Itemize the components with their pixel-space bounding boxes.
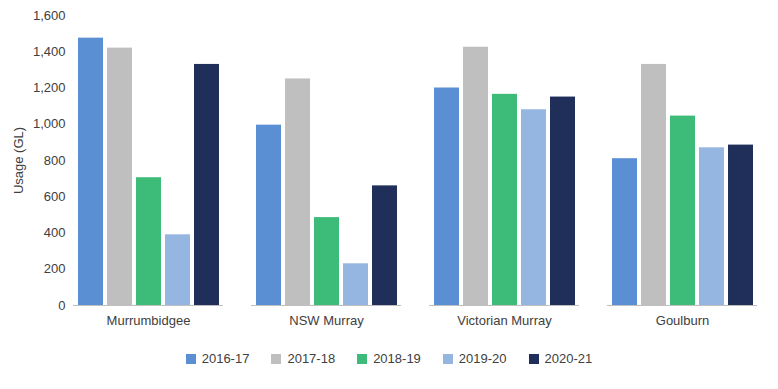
svg-text:Goulburn: Goulburn [656, 313, 709, 328]
svg-text:800: 800 [44, 153, 66, 168]
html-text:2020-21: 2020-21 [544, 351, 593, 366]
svg-text:Murrumbidgee: Murrumbidgee [107, 313, 191, 328]
html-text:2019-20: 2019-20 [458, 351, 507, 366]
svg-text:1,400: 1,400 [33, 44, 66, 59]
svg-text:1,000: 1,000 [33, 116, 66, 131]
svg-text:Victorian Murray: Victorian Murray [457, 313, 552, 328]
html-text:2016-17: 2016-17 [201, 351, 250, 366]
svg-text:600: 600 [44, 189, 66, 204]
svg-text:200: 200 [44, 261, 66, 276]
svg-text:1,200: 1,200 [33, 80, 66, 95]
svg-text:0: 0 [58, 298, 65, 313]
html-text:2017-18: 2017-18 [287, 351, 336, 366]
svg-text:NSW Murray: NSW Murray [289, 313, 364, 328]
svg-text:1,600: 1,600 [33, 8, 66, 23]
html-text:2018-19: 2018-19 [373, 351, 421, 366]
svg-text:Usage (GL): Usage (GL) [11, 127, 26, 194]
svg-text:400: 400 [44, 225, 66, 240]
